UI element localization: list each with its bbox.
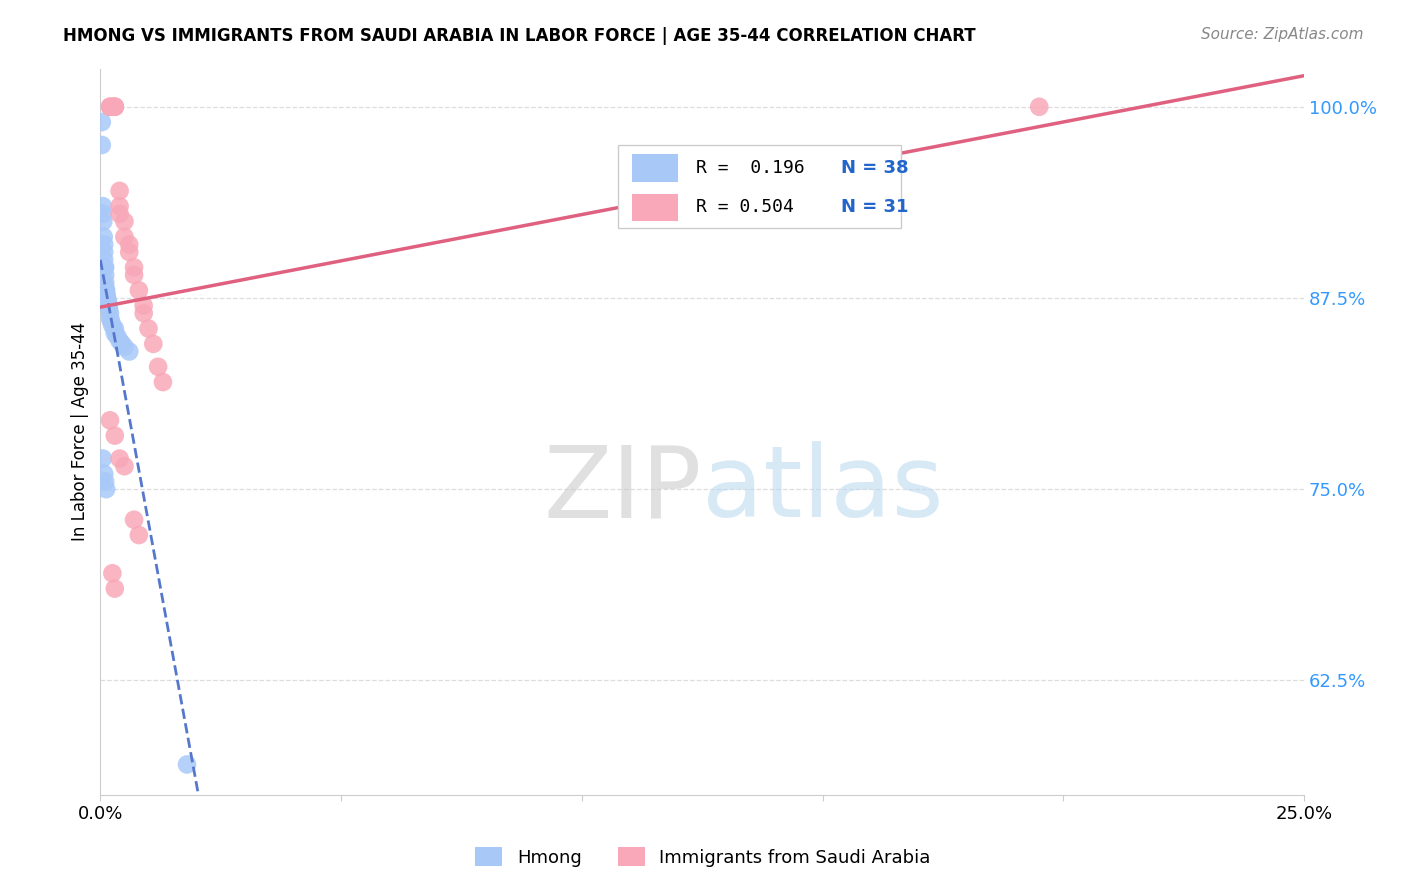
Point bbox=[104, 582, 127, 596]
Point bbox=[138, 321, 160, 335]
Point bbox=[108, 199, 131, 213]
Point bbox=[93, 229, 115, 244]
Point bbox=[128, 528, 150, 542]
Point bbox=[91, 207, 114, 221]
Point bbox=[96, 288, 118, 302]
Bar bbox=[633, 154, 678, 182]
Point bbox=[152, 375, 174, 389]
Point bbox=[104, 100, 127, 114]
Point bbox=[101, 100, 124, 114]
Point bbox=[94, 268, 117, 282]
Point bbox=[96, 291, 118, 305]
Text: N = 31: N = 31 bbox=[841, 199, 908, 217]
Point bbox=[90, 138, 112, 153]
Point bbox=[93, 467, 115, 481]
Point bbox=[176, 757, 198, 772]
Point bbox=[108, 451, 131, 466]
Point bbox=[98, 413, 121, 427]
Point bbox=[108, 207, 131, 221]
Point bbox=[94, 283, 117, 297]
Point bbox=[104, 428, 127, 442]
Point bbox=[105, 329, 128, 343]
Text: N = 38: N = 38 bbox=[841, 159, 908, 177]
Point bbox=[104, 321, 127, 335]
Point bbox=[101, 318, 124, 333]
Point bbox=[91, 451, 114, 466]
Bar bbox=[633, 194, 678, 221]
Point bbox=[101, 566, 124, 581]
Point bbox=[98, 100, 121, 114]
Point bbox=[94, 260, 117, 275]
Point bbox=[98, 306, 121, 320]
Point bbox=[122, 260, 145, 275]
Point bbox=[98, 310, 121, 325]
Point bbox=[93, 237, 115, 252]
Legend: Hmong, Immigrants from Saudi Arabia: Hmong, Immigrants from Saudi Arabia bbox=[468, 840, 938, 874]
Point bbox=[97, 295, 120, 310]
Point bbox=[97, 293, 120, 308]
Point bbox=[93, 252, 115, 267]
Point bbox=[93, 245, 115, 260]
Point bbox=[112, 340, 135, 354]
Y-axis label: In Labor Force | Age 35-44: In Labor Force | Age 35-44 bbox=[72, 322, 89, 541]
Text: HMONG VS IMMIGRANTS FROM SAUDI ARABIA IN LABOR FORCE | AGE 35-44 CORRELATION CHA: HMONG VS IMMIGRANTS FROM SAUDI ARABIA IN… bbox=[63, 27, 976, 45]
Point bbox=[94, 280, 117, 294]
Point bbox=[118, 237, 141, 252]
Point bbox=[104, 100, 127, 114]
Point bbox=[104, 326, 127, 340]
Point bbox=[90, 115, 112, 129]
Point bbox=[93, 260, 115, 275]
Point bbox=[97, 299, 120, 313]
Point bbox=[118, 245, 141, 260]
Point bbox=[122, 513, 145, 527]
Point bbox=[122, 268, 145, 282]
Point bbox=[94, 482, 117, 496]
Point bbox=[1028, 100, 1050, 114]
Point bbox=[142, 336, 165, 351]
Point bbox=[128, 283, 150, 297]
Point bbox=[91, 199, 114, 213]
Text: R = 0.504: R = 0.504 bbox=[696, 199, 794, 217]
Point bbox=[132, 306, 155, 320]
Point bbox=[112, 214, 135, 228]
Point bbox=[118, 344, 141, 359]
Point bbox=[91, 214, 114, 228]
Point bbox=[111, 336, 134, 351]
Text: atlas: atlas bbox=[702, 442, 943, 539]
Point bbox=[94, 283, 117, 297]
Point bbox=[146, 359, 169, 374]
Point bbox=[98, 100, 121, 114]
Text: R =  0.196: R = 0.196 bbox=[696, 159, 806, 177]
Point bbox=[104, 100, 127, 114]
Point bbox=[112, 229, 135, 244]
Point bbox=[108, 184, 131, 198]
Point bbox=[108, 334, 131, 348]
Point bbox=[98, 301, 121, 316]
Point bbox=[112, 459, 135, 474]
Point bbox=[94, 276, 117, 290]
FancyBboxPatch shape bbox=[619, 145, 901, 228]
Text: ZIP: ZIP bbox=[544, 442, 702, 539]
Point bbox=[94, 475, 117, 489]
Point bbox=[100, 314, 122, 328]
Text: Source: ZipAtlas.com: Source: ZipAtlas.com bbox=[1201, 27, 1364, 42]
Point bbox=[132, 299, 155, 313]
